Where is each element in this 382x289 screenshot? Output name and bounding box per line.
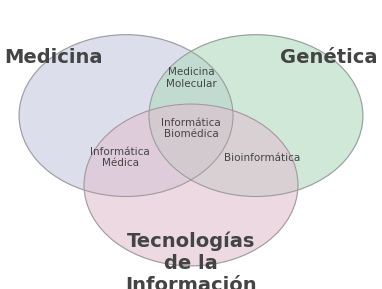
Ellipse shape <box>84 104 298 266</box>
Text: Informática
Biomédica: Informática Biomédica <box>161 118 221 139</box>
Ellipse shape <box>149 35 363 197</box>
Text: Informática
Médica: Informática Médica <box>91 147 150 168</box>
Ellipse shape <box>19 35 233 197</box>
Text: Medicina: Medicina <box>4 48 103 67</box>
Text: Tecnologías
de la
Información: Tecnologías de la Información <box>125 231 257 289</box>
Text: Bioinformática: Bioinformática <box>223 153 300 162</box>
Text: Medicina
Molecular: Medicina Molecular <box>166 67 216 89</box>
Text: Genética: Genética <box>280 48 377 67</box>
